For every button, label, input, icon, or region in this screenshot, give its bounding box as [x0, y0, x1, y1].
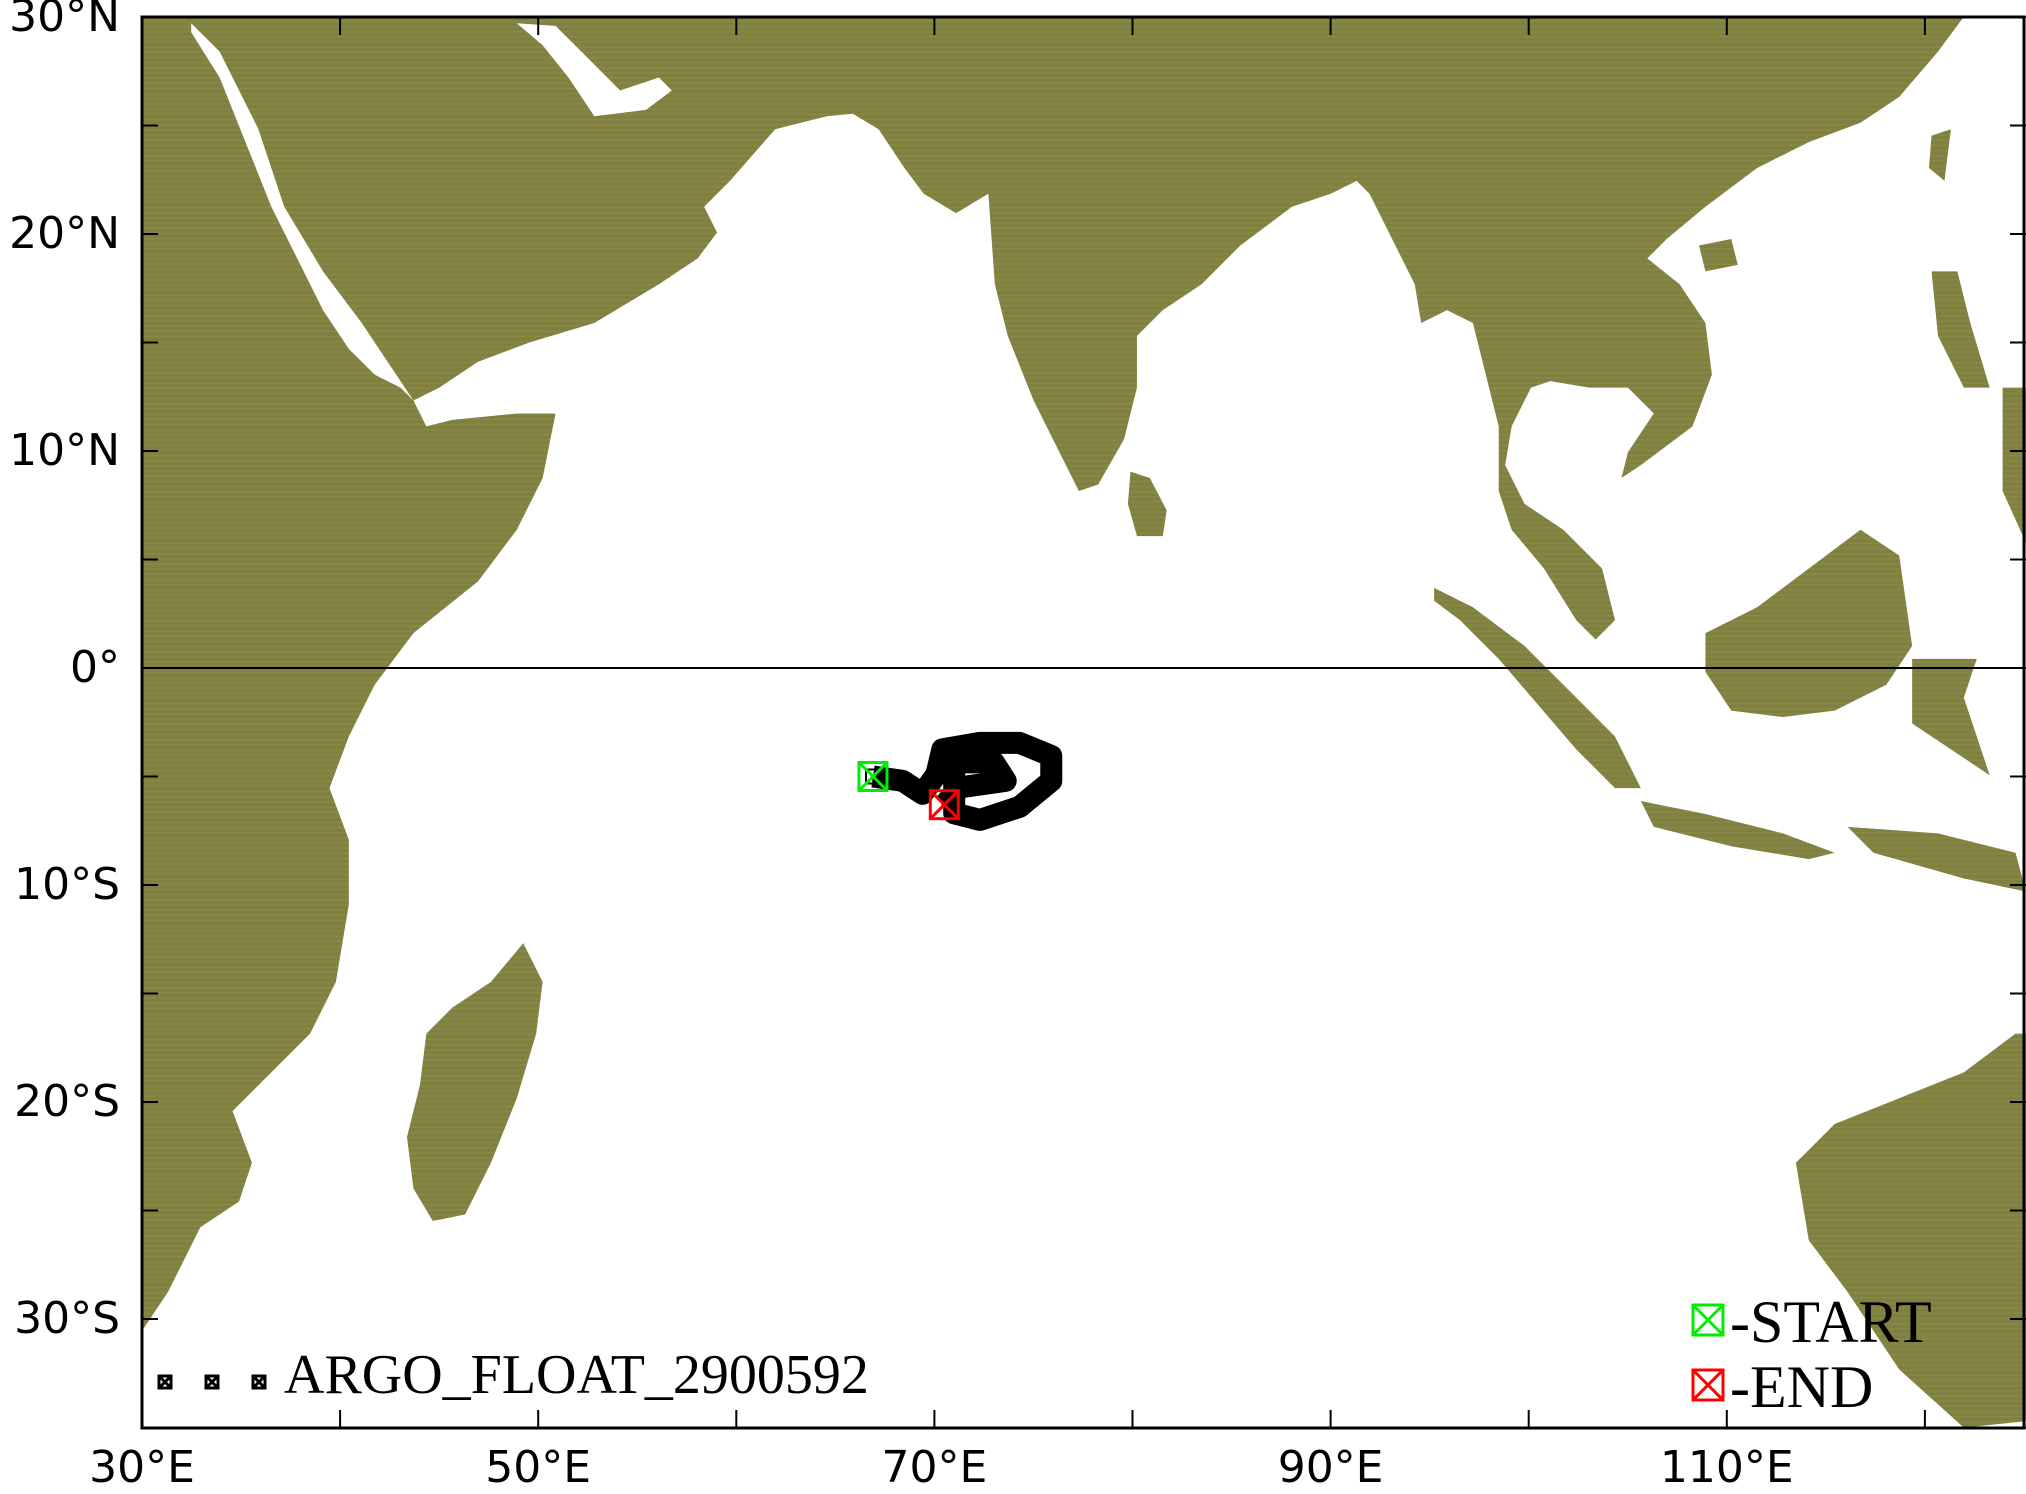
legend-marks	[157, 1303, 1725, 1402]
lat-label: 30°N	[9, 0, 120, 42]
track-point	[997, 772, 1014, 789]
legend-start-label: -START	[1730, 1289, 1932, 1355]
lon-label: 90°E	[1277, 1442, 1384, 1493]
track-point	[947, 739, 964, 756]
land-sulawesi	[1912, 658, 1990, 776]
land-philippines	[1931, 271, 1990, 388]
lat-label: 0°	[70, 642, 120, 693]
lon-label: 110°E	[1659, 1442, 1794, 1493]
land-taiwan	[1928, 129, 1951, 181]
lat-label: 10°S	[14, 859, 120, 910]
track-point	[982, 775, 999, 792]
land-java	[1640, 801, 1835, 860]
track-point	[1043, 772, 1060, 789]
persian-gulf	[516, 23, 672, 117]
lat-label: 10°N	[9, 425, 120, 476]
track-point	[973, 754, 990, 771]
lat-label: 30°S	[14, 1293, 120, 1344]
legend-series-marker	[204, 1374, 220, 1390]
land-australia	[1795, 1033, 2026, 1428]
land-sumatra	[1434, 587, 1641, 789]
legend-series-marker	[157, 1374, 173, 1390]
legend-series-marker	[251, 1374, 267, 1390]
legend-series-label: ARGO_FLOAT_2900592	[284, 1344, 869, 1406]
land-sri-lanka	[1127, 471, 1167, 537]
lat-label: 20°S	[14, 1076, 120, 1127]
start-marker	[857, 761, 889, 792]
land-borneo	[1705, 529, 1913, 718]
lon-label: 70°E	[881, 1442, 988, 1493]
end-marker	[928, 789, 960, 821]
lat-label: 20°N	[9, 208, 120, 259]
land-new-guinea	[2002, 387, 2026, 543]
float-track	[857, 731, 1063, 831]
land-lesser-sunda	[1847, 826, 2026, 892]
track-point	[934, 741, 951, 758]
land-hainan	[1698, 239, 1738, 272]
plot-frame	[140, 15, 2026, 1430]
track-point	[1021, 790, 1038, 807]
legend-start-marker	[1691, 1303, 1725, 1337]
lon-label: 50°E	[485, 1442, 592, 1493]
land-madagascar	[406, 943, 543, 1221]
legend-end-label: -END	[1730, 1354, 1874, 1420]
legend-end-marker	[1691, 1368, 1725, 1402]
track-point	[984, 807, 1001, 824]
track-point	[998, 734, 1015, 751]
lon-label: 30°E	[89, 1442, 195, 1493]
land-africa-eurasia	[142, 16, 1964, 1331]
red-sea	[191, 23, 414, 401]
